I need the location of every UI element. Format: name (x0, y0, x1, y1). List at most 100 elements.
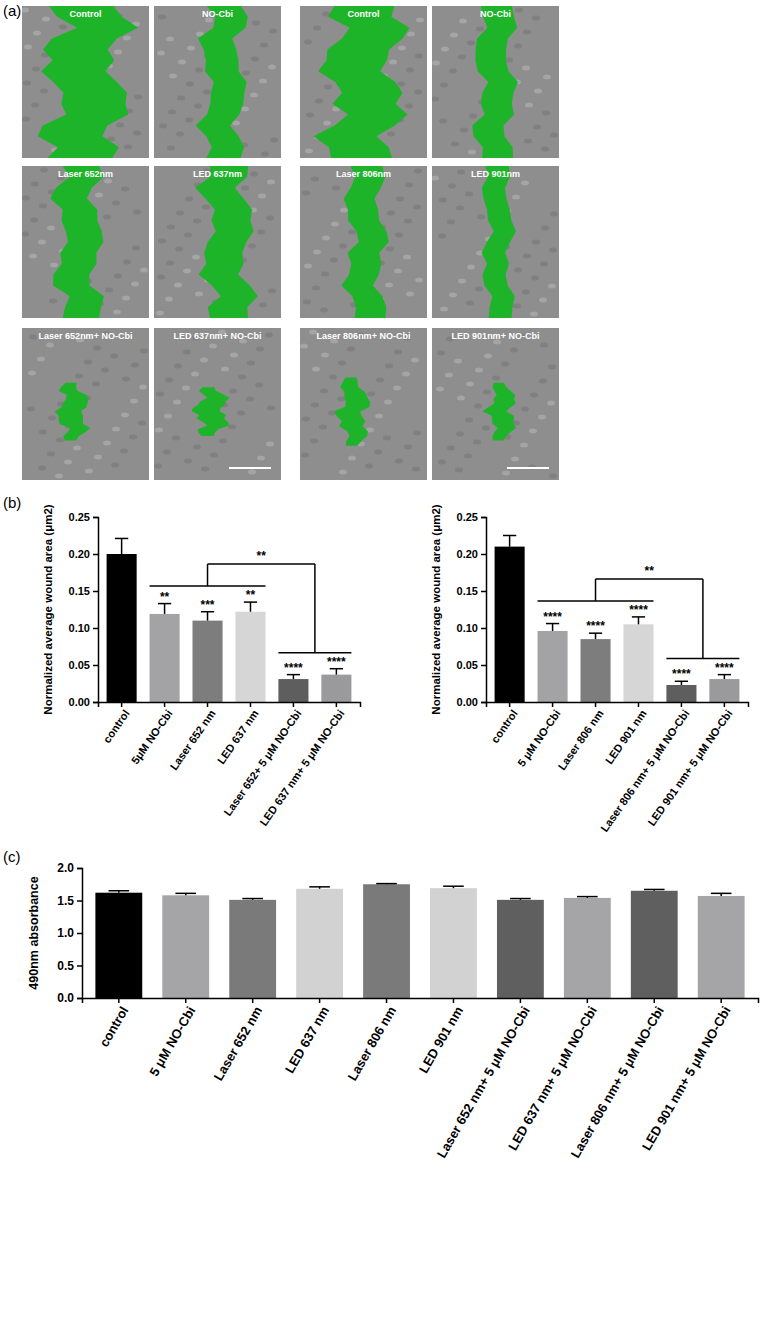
cell-texture (313, 26, 321, 31)
error-bar-stem (336, 669, 338, 675)
x-tick-label: 5μM NO-Cbi (129, 708, 175, 766)
cell-texture (406, 68, 414, 73)
cell-texture (133, 210, 141, 215)
micrograph-title: Laser 652nm+ NO-Cbi (39, 331, 133, 341)
cell-texture (339, 470, 347, 475)
cell-texture (387, 211, 395, 216)
cell-texture (465, 192, 473, 197)
x-tick-label: Laser 652+ 5 μM NO-Cbi (221, 708, 303, 818)
cell-texture (513, 304, 521, 309)
bar (107, 554, 137, 702)
y-tick-mark (93, 628, 98, 630)
cell-texture (250, 93, 258, 98)
micrograph-background (300, 6, 427, 158)
micrograph-title: Laser 652nm (58, 169, 113, 179)
cell-texture (548, 284, 556, 289)
cell-texture (456, 206, 464, 211)
y-tick-mark (481, 665, 486, 667)
cell-texture (477, 215, 485, 220)
y-tick-mark (481, 628, 486, 630)
cell-texture (474, 404, 482, 409)
cell-texture (84, 360, 92, 365)
cell-texture (383, 436, 391, 441)
cell-texture (175, 247, 183, 252)
cell-texture (384, 400, 392, 405)
cell-texture (521, 181, 529, 186)
cell-texture (432, 176, 439, 181)
cell-texture (155, 428, 163, 433)
cell-texture (539, 298, 547, 303)
cell-texture (270, 138, 278, 143)
error-bar (201, 612, 214, 621)
cell-texture (332, 186, 340, 191)
cell-texture (185, 118, 193, 123)
cell-texture (302, 417, 310, 422)
cell-texture (166, 261, 174, 266)
cell-texture (114, 274, 122, 279)
cell-texture (466, 382, 474, 387)
cell-texture (257, 230, 265, 235)
wound-area (196, 6, 248, 158)
significance-label: **** (327, 655, 346, 669)
cell-texture (237, 411, 245, 416)
x-tick: LED 637 nm (215, 702, 261, 766)
significance-label: **** (543, 610, 562, 624)
cell-texture (473, 440, 481, 445)
error-bar (175, 893, 196, 895)
cell-texture (75, 374, 83, 379)
scale-bar (507, 467, 549, 469)
cell-texture (514, 44, 522, 49)
cell-texture (156, 392, 164, 397)
cell-texture (416, 18, 424, 23)
cell-texture (304, 264, 312, 269)
micrograph: Control (21, 6, 149, 158)
cell-texture (48, 416, 56, 421)
cell-texture (184, 459, 192, 464)
x-axis: control5 μM NO-CbiLaser 652 nmLED 637 nm… (83, 998, 759, 1160)
cell-texture (532, 240, 540, 245)
cell-texture (484, 354, 492, 359)
bar (363, 884, 410, 998)
error-bar-cap (309, 886, 330, 888)
error-bar-stem (164, 604, 166, 614)
cell-texture (94, 455, 102, 460)
bracket-label: ** (645, 564, 655, 578)
cell-texture (122, 296, 130, 301)
cell-texture (348, 230, 356, 235)
cell-texture (523, 254, 531, 259)
significance-label: **** (284, 661, 303, 675)
micrograph-title: Laser 806nm (336, 169, 391, 179)
x-tick-mark (252, 998, 254, 1003)
bar (150, 614, 180, 702)
y-tick-mark (77, 965, 82, 967)
y-tick-mark (93, 702, 98, 704)
cell-texture (476, 27, 484, 32)
x-tick: Laser 806 nm+ 5 μM NO-Cbi (598, 702, 691, 834)
cell-texture (510, 348, 518, 353)
error-bar-cap (242, 898, 263, 900)
cell-texture (28, 371, 36, 376)
micrograph-title: Control (348, 9, 380, 19)
panel-label: (c) (3, 848, 21, 865)
bar (296, 889, 343, 998)
error-bar-cap (115, 538, 128, 540)
y-tick-label: 0.00 (69, 696, 90, 708)
cell-texture (389, 60, 397, 65)
cell-texture (259, 303, 267, 308)
cell-texture (412, 467, 420, 472)
cell-texture (39, 430, 47, 435)
error-bar (244, 602, 257, 612)
cell-texture (22, 8, 29, 13)
plot-area (107, 538, 352, 702)
cell-texture (46, 343, 54, 348)
cell-texture (469, 114, 477, 119)
cell-texture (415, 278, 423, 283)
x-tick-mark (638, 702, 640, 707)
bar (709, 679, 739, 702)
cell-texture (176, 132, 184, 137)
cell-texture (122, 377, 130, 382)
wound-area (55, 383, 91, 441)
cell-texture (85, 469, 93, 474)
error-bar (330, 669, 343, 675)
micrograph: LED 637nm+ NO-Cbi (154, 328, 281, 480)
